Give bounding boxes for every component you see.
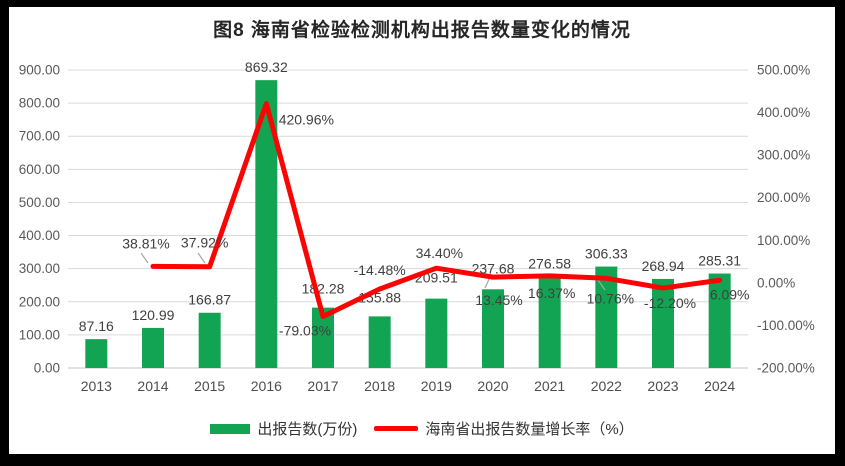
line-value-label: 34.40% [416,245,463,261]
left-axis-tick: 600.00 [19,162,60,177]
right-axis-tick: -100.00% [757,318,815,333]
line-value-label: -79.03% [279,323,331,339]
line-value-label: 420.96% [279,112,334,128]
left-axis-tick: 400.00 [19,228,60,243]
chart-title: 图8 海南省检验检测机构出报告数量变化的情况 [213,20,631,41]
bar-2015 [198,312,221,368]
x-axis-label: 2021 [534,378,565,394]
bar-value-label: 182.28 [302,281,345,297]
bar-value-label: 87.16 [79,318,114,334]
x-axis-label: 2019 [421,378,452,394]
bar-2022 [595,266,618,368]
left-axis-tick: 100.00 [19,327,60,342]
line-value-label: 6.09% [710,286,750,302]
bar-2024 [708,273,731,368]
x-axis-label: 2013 [81,378,112,394]
bar-value-label: 276.58 [528,255,571,271]
left-axis-tick: 500.00 [19,195,60,210]
bar-2021 [538,276,561,368]
x-axis-label: 2023 [647,378,678,394]
left-axis-tick: 300.00 [19,261,60,276]
x-axis-label: 2015 [194,378,225,394]
x-axis-label: 2017 [307,378,338,394]
bar-2023 [652,278,674,368]
left-axis-tick: 200.00 [19,294,60,309]
line-value-label: -14.48% [354,262,406,278]
right-axis-tick: 300.00% [757,148,810,163]
growth-rate-line [150,101,723,320]
x-axis-label: 2024 [704,378,735,394]
line-value-label: 38.81% [122,235,169,251]
bar-value-label: 120.99 [132,307,175,323]
bar-2017 [312,307,334,368]
bar-2020 [482,289,504,368]
bar-value-label: 869.32 [245,59,288,75]
left-axis-tick: 0.00 [34,361,60,376]
right-axis-tick: 0.00% [757,275,795,290]
x-axis-label: 2020 [477,378,508,394]
bar-value-label: 237.68 [472,260,515,276]
x-axis-label: 2018 [364,378,395,394]
legend-bar-swatch [210,423,251,434]
legend-line-swatch [374,426,419,431]
right-axis-tick: -200.00% [757,361,815,376]
bar-value-label: 285.31 [698,253,741,269]
legend-line-label: 海南省出报告数量增长率（%） [425,421,634,438]
left-axis-tick: 900.00 [19,63,60,78]
bar-2018 [368,316,391,368]
label-leader-line [197,252,206,264]
bar-value-label: 306.33 [585,246,628,262]
left-axis-tick: 700.00 [19,129,60,144]
bar-2014 [142,327,164,368]
chart-panel: 图8 海南省检验检测机构出报告数量变化的情况 0.00 100.00 200.00 3… [9,7,835,454]
label-leader-line [597,279,606,291]
line-value-label: 37.92% [181,235,228,251]
right-axis-tick: 500.00% [757,63,810,78]
line-value-label: 10.76% [587,290,634,306]
bar-2019 [425,298,448,368]
legend-bar-label: 出报告数(万份) [257,421,358,438]
x-axis-label: 2016 [251,378,282,394]
line-value-label: 13.45% [475,292,522,308]
combo-chart: 0.00 100.00 200.00 300.00 400.00 500.00 600.00… [19,59,815,394]
label-leader-line [140,252,149,264]
bar-2013 [85,339,108,368]
left-axis-tick: 800.00 [19,96,60,111]
right-axis-tick: 100.00% [757,233,810,248]
right-axis-tick: 200.00% [757,190,810,205]
bar-value-label: 268.94 [642,258,685,274]
line-value-label: -12.20% [644,295,696,311]
right-axis-tick: 400.00% [757,105,810,120]
bar-value-label: 166.87 [188,292,231,308]
x-axis-label: 2014 [137,378,168,394]
bar-2016 [255,80,278,369]
line-value-label: 16.37% [528,285,575,301]
chart-legend: 出报告数(万份) 海南省出报告数量增长率（%） [9,418,835,439]
x-axis-label: 2022 [591,378,622,394]
